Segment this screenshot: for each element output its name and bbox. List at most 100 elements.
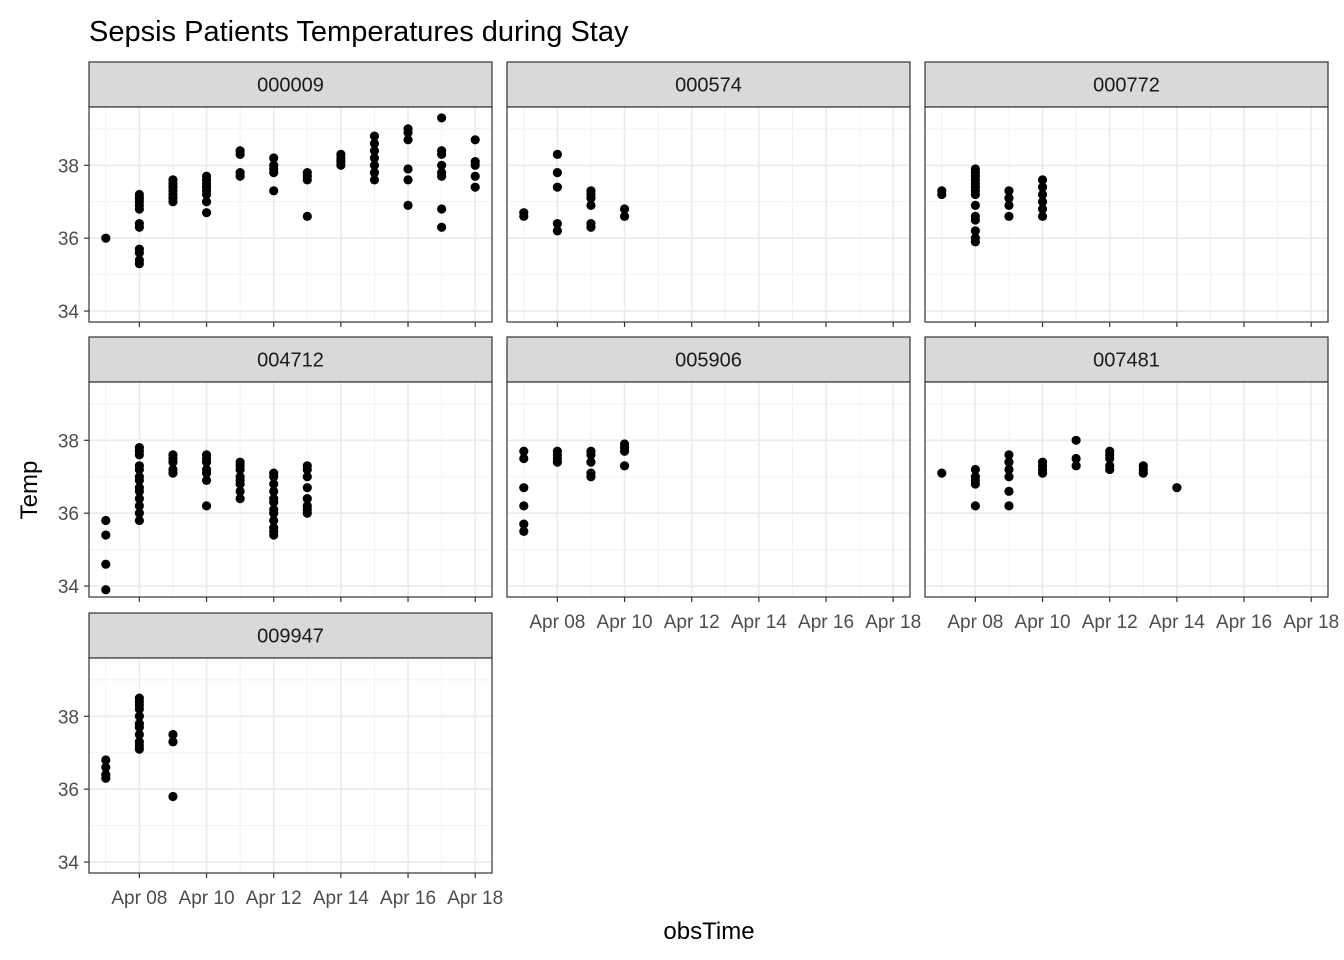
data-point (201, 171, 212, 181)
data-point (619, 211, 630, 221)
data-point (1004, 193, 1014, 203)
data-point (235, 472, 245, 482)
data-point (1037, 189, 1048, 200)
data-point (1172, 483, 1182, 493)
data-point (269, 468, 279, 478)
data-point (101, 515, 111, 526)
data-point (134, 219, 144, 229)
facet-panel-005906: 005906 Apr 08 Apr 10 Apr 12 Apr 14 Apr 16 Apr … (506, 336, 921, 633)
data-point (269, 160, 279, 170)
data-point (201, 450, 212, 460)
panel-border (924, 106, 1329, 323)
data-point (269, 504, 279, 515)
data-point (302, 461, 312, 471)
x-tick-label: Apr 10 (1015, 612, 1071, 633)
facet-strip-label: 000009 (257, 75, 324, 97)
data-point (235, 167, 245, 178)
panel-border (506, 106, 911, 323)
data-point (201, 464, 212, 475)
data-point (134, 729, 144, 740)
data-point (970, 200, 980, 210)
data-point (336, 149, 346, 159)
y-tick-label: 36 (58, 780, 79, 801)
data-point (369, 175, 380, 185)
data-point (970, 472, 980, 482)
data-point (101, 530, 111, 540)
data-point (302, 494, 312, 504)
x-tick-label: Apr 16 (1216, 612, 1272, 633)
data-point (168, 464, 178, 475)
data-point (134, 501, 144, 511)
data-point (134, 472, 144, 482)
data-point (519, 446, 529, 456)
data-point (1037, 175, 1048, 185)
data-point (134, 737, 144, 747)
data-point (1004, 200, 1014, 210)
data-point (1105, 446, 1115, 456)
panel-border (88, 381, 493, 598)
data-point (403, 124, 413, 134)
data-point (101, 755, 111, 765)
data-point (437, 160, 447, 170)
data-point (519, 519, 529, 529)
data-point (235, 494, 245, 504)
data-point (1004, 457, 1014, 467)
facet-panel-007481: 007481 Apr 08 Apr 10 Apr 12 Apr 14 Apr 16 Apr … (924, 336, 1339, 633)
facet-strip (924, 336, 1329, 383)
data-point (168, 175, 178, 185)
data-point (134, 442, 144, 453)
data-point (369, 167, 380, 178)
data-point (1037, 211, 1048, 221)
data-point (168, 737, 178, 747)
panel-background (925, 382, 1328, 597)
data-point (235, 457, 245, 467)
data-point (437, 204, 447, 214)
panel-background (89, 107, 492, 322)
y-tick-label: 36 (58, 504, 79, 525)
data-point (519, 208, 529, 218)
x-tick-label: Apr 16 (380, 888, 436, 909)
data-point (369, 160, 380, 170)
data-point (1004, 472, 1014, 482)
panel-background (507, 382, 910, 597)
data-point (552, 446, 562, 456)
data-point (168, 729, 178, 740)
data-point (1071, 453, 1081, 464)
data-point (519, 483, 529, 493)
facet-panels: 000009 34 36 38 000574 000772 004712 34 36 38 0059… (58, 61, 1339, 909)
x-tick-label: Apr 12 (246, 888, 302, 909)
data-point (1105, 461, 1115, 471)
x-tick-label: Apr 10 (597, 612, 653, 633)
facet-strip (924, 61, 1329, 108)
data-point (134, 461, 144, 471)
data-point (369, 146, 380, 156)
facet-strip-label: 000772 (1093, 75, 1160, 97)
data-point (552, 226, 562, 236)
facet-strip (88, 61, 493, 108)
panel-border (88, 657, 493, 874)
data-point (586, 446, 596, 456)
data-point (269, 515, 279, 526)
data-point (101, 585, 111, 595)
x-tick-label: Apr 10 (179, 888, 235, 909)
facet-strip-label: 004712 (257, 350, 324, 372)
data-point (134, 515, 144, 526)
y-tick-label: 34 (58, 853, 80, 874)
panel-border (924, 381, 1329, 598)
panel-border (88, 106, 493, 323)
x-tick-label: Apr 18 (447, 888, 503, 909)
panel-background (507, 107, 910, 322)
data-point (470, 157, 480, 167)
data-point (134, 711, 144, 721)
data-point (1004, 486, 1014, 496)
data-point (470, 171, 480, 181)
data-point (168, 450, 178, 460)
data-point (937, 468, 947, 478)
data-point (552, 219, 562, 229)
x-tick-label: Apr 08 (947, 612, 1003, 633)
data-point (302, 472, 312, 482)
data-point (101, 233, 111, 243)
data-point (437, 222, 447, 232)
panel-border (506, 381, 911, 598)
